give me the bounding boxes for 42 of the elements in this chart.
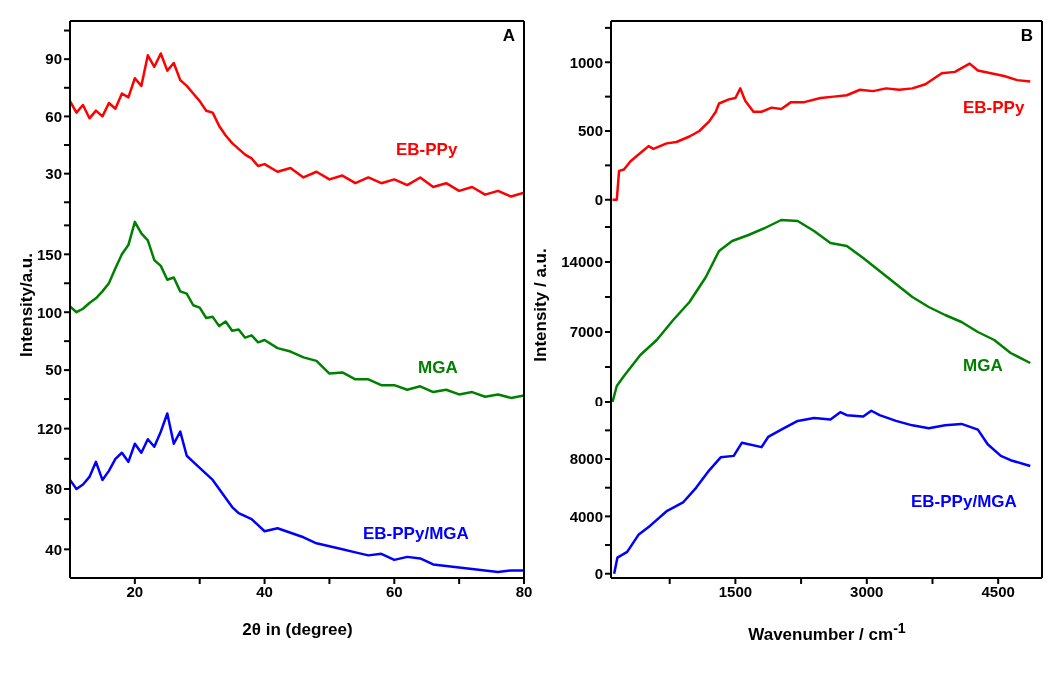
series-label: MGA (963, 356, 1003, 376)
y-tick-label: 80 (45, 480, 62, 498)
series-label: EB-PPy (396, 140, 458, 160)
series-label: EB-PPy/MGA (911, 492, 1017, 512)
y-tick-label: 90 (45, 50, 62, 68)
y-tick-label: 14000 (561, 253, 603, 271)
y-tick-label: 50 (45, 361, 62, 379)
y-tick-label: 120 (36, 419, 62, 437)
x-axis-title: Wavenumber / cm$^{-1}$ (747, 620, 907, 645)
y-tick-label: 1000 (569, 53, 603, 71)
y-tick-label: 30 (45, 164, 62, 182)
x-tick-label: 20 (126, 582, 144, 600)
x-tick-label: 80 (515, 582, 533, 600)
x-tick-label: 40 (256, 582, 273, 600)
x-tick-label: 4500 (981, 582, 1015, 600)
annotation: B (1020, 26, 1033, 46)
y-tick-label: 7000 (569, 323, 603, 341)
y-tick-label: 0 (594, 191, 603, 209)
y-tick-label: 40 (45, 540, 62, 558)
line-series (70, 52, 524, 198)
y-axis-title: Intensity / a.u. (531, 247, 551, 364)
y-tick-label: 4000 (569, 507, 603, 525)
line-series (612, 409, 1032, 575)
y-tick-label: 60 (45, 107, 62, 125)
line-series (70, 412, 524, 574)
series-label: EB-PPy/MGA (363, 524, 469, 544)
x-tick-label: 3000 (850, 582, 884, 600)
y-tick-label: 8000 (569, 450, 603, 468)
series-label: MGA (418, 358, 458, 378)
y-tick-label: 0 (594, 565, 603, 583)
series-label: EB-PPy (963, 98, 1025, 118)
x-axis-title: 2θ in (degree) (241, 620, 354, 640)
x-tick-label: 60 (385, 582, 403, 600)
y-tick-label: 150 (36, 245, 62, 263)
y-axis-title: Intensity/a.u. (17, 252, 37, 359)
y-tick-label: 100 (36, 303, 62, 321)
line-series (611, 218, 1032, 404)
x-tick-label: 1500 (718, 582, 753, 600)
line-series (611, 62, 1032, 201)
y-tick-label: 500 (577, 122, 603, 140)
annotation: A (502, 26, 515, 46)
line-series (70, 220, 524, 400)
